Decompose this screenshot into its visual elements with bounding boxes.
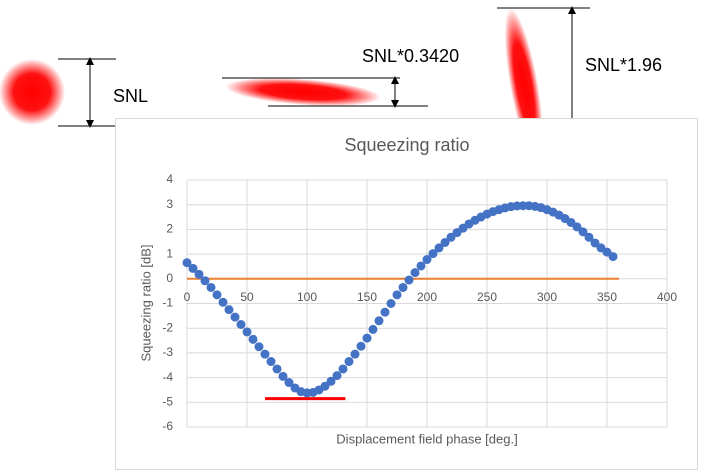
x-tick-label: 400 [657, 290, 677, 304]
data-point [416, 261, 426, 271]
data-point [218, 297, 228, 307]
data-point [326, 376, 336, 386]
data-point [230, 312, 240, 322]
data-point [260, 349, 270, 359]
y-tick-label: 2 [166, 222, 173, 236]
chart-frame [115, 118, 698, 470]
y-tick-label: 4 [166, 172, 173, 186]
data-point [212, 290, 222, 300]
label: SNL*0.3420 [362, 46, 459, 66]
data-point [278, 371, 288, 381]
data-point [368, 324, 378, 334]
data-point [182, 258, 192, 268]
data-point [422, 255, 432, 265]
data-point [590, 238, 600, 248]
data-point [410, 268, 420, 278]
y-tick-label: 1 [166, 246, 173, 260]
y-tick-label: -6 [162, 419, 173, 433]
x-tick-label: 250 [477, 290, 497, 304]
y-axis-title: Squeezing ratio [dB] [138, 244, 153, 361]
x-tick-label: 200 [417, 290, 437, 304]
x-tick-label: 50 [240, 290, 254, 304]
y-tick-label: 0 [166, 271, 173, 285]
data-point [392, 290, 402, 300]
data-point [242, 327, 252, 337]
data-point [206, 282, 216, 292]
data-point [194, 269, 204, 279]
data-point [332, 371, 342, 381]
data-point [362, 333, 372, 343]
data-point [224, 305, 234, 315]
data-point [254, 342, 264, 352]
data-point [404, 275, 414, 285]
x-tick-label: 150 [357, 290, 377, 304]
data-point [434, 243, 444, 253]
coherent-state [0, 59, 65, 125]
y-tick-label: -3 [162, 345, 173, 359]
data-point [320, 381, 330, 391]
x-tick-label: 100 [297, 290, 317, 304]
y-tick-label: -2 [162, 320, 173, 334]
y-tick-label: -1 [162, 296, 173, 310]
data-point [272, 364, 282, 374]
data-point [200, 276, 210, 286]
data-point [284, 378, 294, 388]
data-point [188, 263, 198, 273]
y-tick-label: -5 [162, 394, 173, 408]
chart-title: Squeezing ratio [344, 135, 469, 155]
data-point [380, 307, 390, 317]
data-point [236, 319, 246, 329]
data-point [350, 349, 360, 359]
plot-area: -6 -5 -4 -3 -2 -1 0 1 2 3 4 0 50 100 150 200 250 300 350 40… [162, 172, 677, 433]
data-point [608, 252, 618, 262]
data-point [428, 249, 438, 259]
data-point [266, 357, 276, 367]
data-point [578, 227, 588, 237]
data-point [440, 237, 450, 247]
x-axis-title: Displacement field phase [deg.] [336, 431, 517, 446]
label: SNL*1.96 [585, 55, 662, 75]
data-point [572, 222, 582, 232]
data-point [374, 316, 384, 326]
y-tick-label: -4 [162, 370, 173, 384]
data-point [338, 364, 348, 374]
data-point [248, 334, 258, 344]
y-tick-label: 3 [166, 197, 173, 211]
x-tick-label: 0 [184, 290, 191, 304]
data-point [398, 282, 408, 292]
data-point [584, 232, 594, 242]
data-point [344, 357, 354, 367]
x-tick-label: 300 [537, 290, 557, 304]
squeezed-state [225, 77, 381, 107]
data-point [386, 299, 396, 308]
x-tick-label: 350 [597, 290, 617, 304]
label: SNL [113, 86, 148, 106]
data-point [356, 341, 366, 351]
